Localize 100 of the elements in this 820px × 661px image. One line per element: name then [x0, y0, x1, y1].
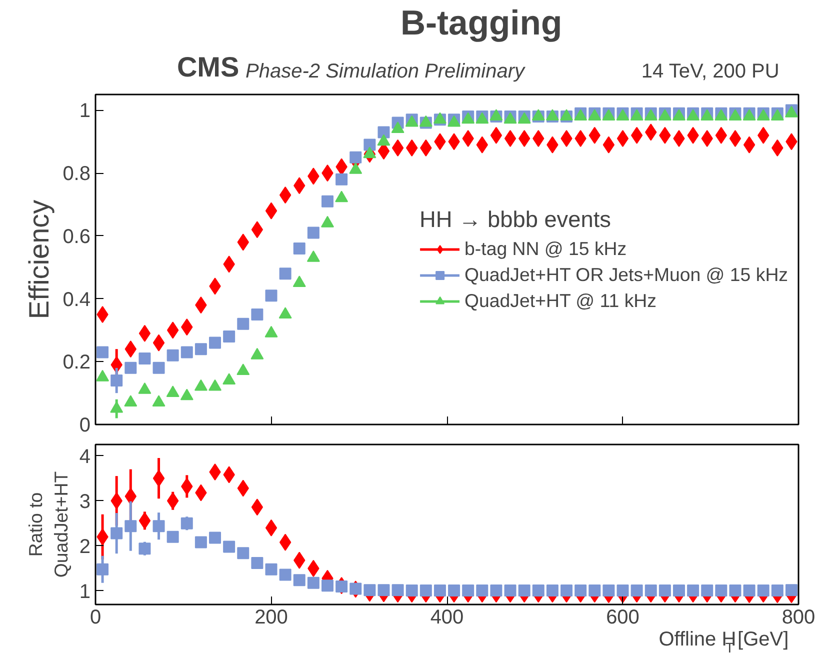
- point: [743, 136, 756, 154]
- point: [166, 349, 179, 362]
- point: [138, 512, 151, 530]
- legend-label: QuadJet+HT OR Jets+Muon @ 15 kHz: [464, 264, 788, 286]
- point: [420, 584, 432, 597]
- point: [138, 542, 151, 555]
- point: [237, 547, 250, 560]
- point: [378, 126, 390, 138]
- y-tick-label: 4: [79, 446, 90, 468]
- point: [279, 186, 292, 204]
- legend-label: b-tag NN @ 15 kHz: [464, 238, 627, 260]
- point: [96, 306, 108, 323]
- point: [124, 520, 137, 532]
- point: [364, 138, 376, 151]
- y-tick-label: 1: [79, 580, 90, 603]
- point: [166, 386, 180, 398]
- point: [223, 540, 236, 553]
- point: [504, 130, 516, 147]
- point: [124, 362, 137, 374]
- point: [124, 395, 138, 406]
- x-tick-label: 600: [606, 606, 640, 628]
- point: [729, 584, 742, 597]
- point: [378, 584, 390, 596]
- legend-title: HH → bbbb events: [420, 206, 612, 233]
- point: [574, 130, 586, 147]
- point: [180, 346, 193, 358]
- point: [658, 584, 671, 597]
- point: [278, 307, 292, 318]
- text: 14 TeV, 200 PU: [641, 60, 780, 82]
- point: [462, 584, 474, 597]
- point: [616, 584, 629, 597]
- point: [490, 126, 502, 144]
- point: [209, 532, 222, 544]
- point: [251, 308, 264, 320]
- point: [279, 568, 292, 581]
- point: [602, 584, 615, 597]
- y-tick-label: 0.8: [62, 163, 91, 186]
- point: [180, 517, 193, 530]
- point: [138, 324, 151, 342]
- y-tick-label: 0: [79, 414, 90, 436]
- point: [110, 374, 123, 386]
- point: [293, 242, 306, 254]
- point: [406, 584, 418, 597]
- text: CMS: [176, 52, 240, 82]
- point: [630, 584, 643, 597]
- point: [644, 584, 657, 597]
- point: [476, 584, 488, 597]
- point: [336, 173, 348, 186]
- point: [616, 130, 629, 147]
- point: [518, 584, 530, 597]
- point: [701, 130, 713, 147]
- point: [138, 352, 151, 364]
- point: [166, 492, 179, 510]
- point: [250, 348, 264, 360]
- point: [673, 130, 685, 147]
- point: [588, 584, 601, 597]
- text: Phase-2 Simulation Preliminary: [246, 60, 526, 82]
- point: [194, 536, 207, 548]
- point: [307, 576, 320, 589]
- x-tick-label: 800: [782, 606, 816, 628]
- point: [306, 250, 320, 262]
- point: [785, 584, 798, 596]
- point: [321, 195, 334, 208]
- y-tick-label: 0.6: [62, 226, 91, 248]
- point: [434, 584, 446, 597]
- point: [687, 584, 700, 597]
- point: [208, 379, 222, 391]
- x-tick-label: 200: [254, 606, 288, 628]
- point: [350, 582, 362, 595]
- point: [279, 268, 292, 280]
- point: [532, 130, 544, 147]
- point: [180, 388, 194, 400]
- point: [194, 379, 208, 391]
- point: [392, 584, 404, 596]
- point: [166, 322, 179, 339]
- point: [729, 130, 742, 147]
- point: [279, 534, 292, 551]
- y-tick-label: 3: [79, 490, 90, 513]
- point: [771, 584, 784, 597]
- point: [321, 580, 334, 592]
- point: [462, 130, 474, 147]
- point: [166, 530, 179, 543]
- y-tick-label: 2: [79, 536, 90, 558]
- point: [574, 584, 587, 597]
- point: [236, 364, 250, 376]
- y-tick-label: 1: [79, 100, 90, 122]
- point: [251, 221, 264, 238]
- point: [336, 580, 348, 592]
- point: [292, 276, 306, 288]
- point: [152, 520, 165, 532]
- point: [222, 373, 236, 384]
- point: [264, 326, 278, 338]
- y-axis-title: Efficiency: [24, 200, 55, 320]
- point: [715, 126, 728, 144]
- point: [630, 126, 643, 144]
- point: [152, 334, 165, 352]
- x-tick-label: 400: [430, 606, 464, 628]
- point: [490, 584, 502, 597]
- point: [194, 343, 207, 356]
- point: [96, 370, 110, 382]
